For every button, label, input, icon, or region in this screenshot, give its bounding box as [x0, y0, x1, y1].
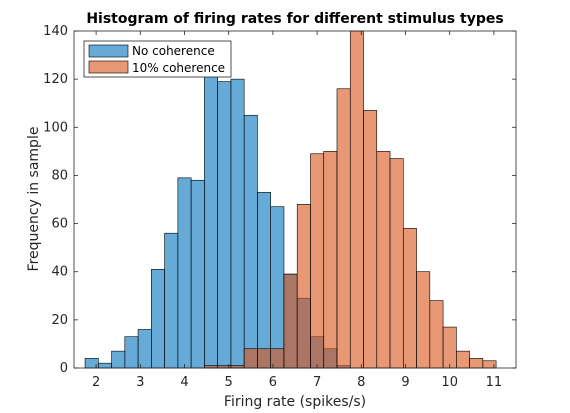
x-tick-label: 4: [180, 375, 188, 390]
histogram-bar-series-1: [283, 273, 298, 369]
x-tick-label: 7: [313, 375, 321, 390]
y-tick-label: 80: [51, 168, 68, 183]
histogram-bar-series-0: [164, 232, 179, 369]
histogram-bar-series-1: [243, 348, 258, 369]
histogram-bar-series-0: [257, 191, 271, 369]
histogram-bar-series-0: [111, 350, 126, 369]
y-tick-label: 140: [43, 24, 68, 39]
bars-layer: [84, 30, 497, 369]
histogram-bar-series-1: [429, 300, 444, 369]
histogram-bar-series-0: [124, 336, 139, 369]
ticks-layer: 2 3 4 5 6 7 8 9 10 11 0 20 40 60 80 100 120 140: [43, 24, 516, 390]
x-tick-label: 9: [401, 375, 409, 390]
y-tick-label: 100: [43, 120, 68, 135]
histogram-bar-series-0: [177, 177, 192, 369]
histogram-bar-series-0: [190, 179, 205, 369]
histogram-bar-series-1: [363, 110, 378, 369]
legend-label-10-coherence: 10% coherence: [132, 61, 225, 75]
y-axis-label: Frequency in sample: [26, 127, 42, 272]
histogram-bar-series-1: [376, 151, 391, 369]
histogram-bar-series-1: [349, 30, 364, 369]
y-tick-label: 40: [51, 265, 68, 280]
histogram-bar-series-1: [469, 358, 484, 369]
histogram-bar-series-1: [416, 271, 431, 369]
legend: No coherence 10% coherence: [83, 40, 232, 78]
x-tick-label: 2: [92, 375, 100, 390]
histogram-bar-series-0: [217, 81, 232, 369]
histogram-bar-series-1: [389, 158, 404, 369]
x-tick-label: 10: [441, 375, 458, 390]
histogram-bar-series-1: [336, 88, 351, 369]
histogram-bar-series-0: [137, 329, 152, 369]
x-tick-label: 8: [357, 375, 365, 390]
chart-title: Histogram of firing rates for different …: [86, 11, 503, 27]
histogram-bar-series-0: [151, 269, 165, 369]
y-tick-label: 60: [51, 217, 68, 232]
x-tick-label: 3: [136, 375, 144, 390]
legend-swatch-10-coherence: [88, 60, 129, 74]
histogram-bar-series-1: [257, 348, 271, 369]
legend-swatch-no-coherence: [88, 44, 129, 58]
histogram-bar-series-0: [243, 114, 258, 369]
x-tick-label: 5: [225, 375, 233, 390]
y-tick-label: 20: [51, 313, 68, 328]
x-tick-label: 6: [269, 375, 277, 390]
histogram-bar-series-0: [204, 74, 218, 369]
x-tick-label: 11: [486, 375, 503, 390]
axes-box: [73, 30, 517, 369]
y-tick-label: 0: [60, 361, 68, 376]
histogram-bar-series-1: [323, 151, 338, 369]
legend-label-no-coherence: No coherence: [132, 44, 215, 58]
histogram-bar-series-1: [402, 228, 417, 369]
x-axis-label: Firing rate (spikes/s): [224, 394, 366, 410]
histogram-bar-series-1: [310, 153, 325, 369]
histogram-bar-series-1: [296, 204, 311, 369]
histogram-bar-series-0: [270, 206, 285, 369]
histogram-bar-series-1: [442, 326, 457, 369]
y-tick-label: 120: [43, 72, 68, 87]
histogram-bar-series-0: [98, 362, 112, 369]
histogram-bar-series-0: [230, 78, 245, 369]
histogram-bar-series-1: [456, 350, 470, 369]
